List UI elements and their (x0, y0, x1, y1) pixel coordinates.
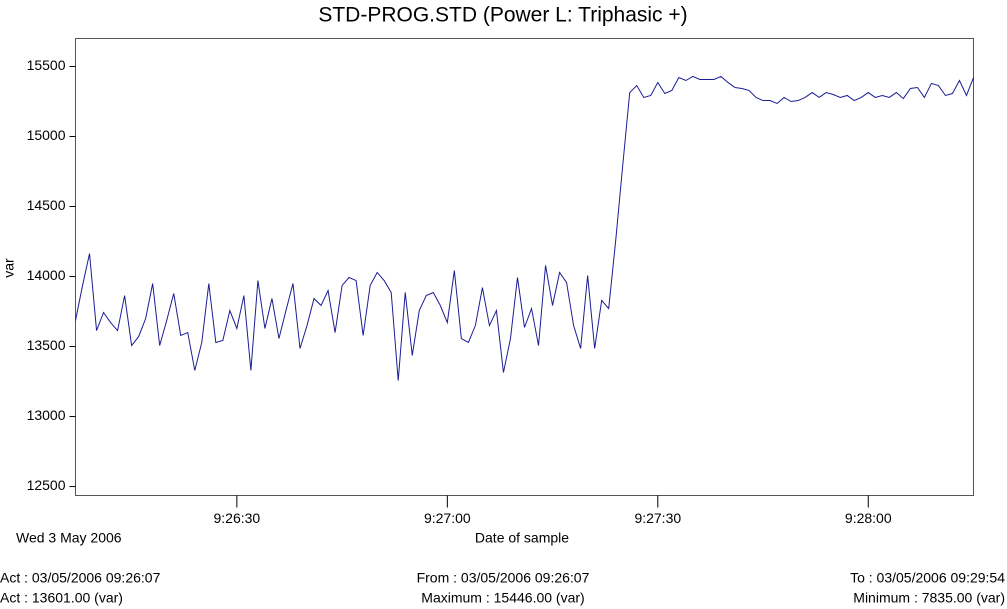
footer-text: To : 03/05/2006 09:29:54 (850, 570, 1005, 586)
y-tick-label: 14000 (27, 267, 66, 283)
date-label: Wed 3 May 2006 (16, 530, 122, 546)
x-tick-label: 9:27:30 (634, 510, 681, 526)
footer-text: Act : 13601.00 (var) (0, 590, 123, 606)
x-tick-label: 9:28:00 (845, 510, 892, 526)
plot-frame (75, 38, 974, 496)
footer-text: From : 03/05/2006 09:26:07 (417, 570, 590, 586)
y-axis-label: var (1, 258, 17, 278)
y-tick-label: 13500 (27, 337, 66, 353)
footer-text: Minimum : 7835.00 (var) (853, 590, 1005, 606)
y-tick-label: 13000 (27, 407, 66, 423)
x-axis-label: Date of sample (475, 530, 569, 546)
footer-text: Act : 03/05/2006 09:26:07 (0, 570, 161, 586)
x-tick-label: 9:26:30 (214, 510, 261, 526)
footer-text: Maximum : 15446.00 (var) (421, 590, 584, 606)
y-tick-label: 14500 (27, 197, 66, 213)
y-tick-label: 15500 (27, 57, 66, 73)
y-tick-label: 12500 (27, 477, 66, 493)
chart-title: STD-PROG.STD (Power L: Triphasic +) (318, 4, 687, 27)
x-tick-label: 9:27:00 (424, 510, 471, 526)
y-tick-label: 15000 (27, 127, 66, 143)
data-line (75, 75, 974, 381)
